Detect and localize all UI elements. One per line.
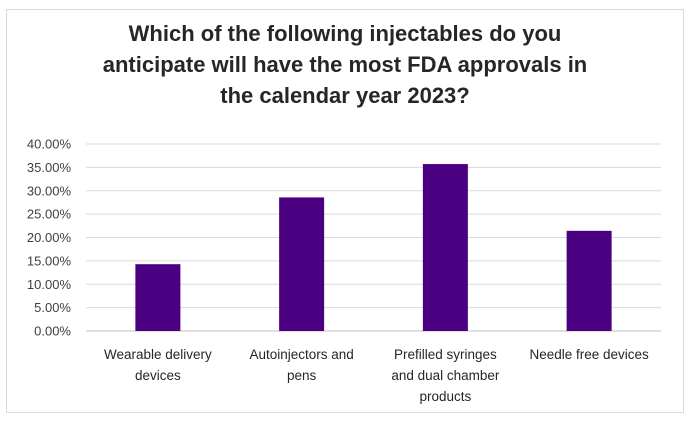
gridlines [86, 143, 661, 332]
x-category-label: Autoinjectors and pens [249, 347, 353, 383]
x-category-label-line: devices [135, 368, 181, 383]
chart-title-line-1: Which of the following injectables do yo… [128, 21, 562, 46]
x-category-label-line: Prefilled syringes [394, 347, 497, 362]
y-tick-label: 10.00% [27, 277, 72, 292]
y-tick-label: 20.00% [27, 230, 72, 245]
y-tick-label: 15.00% [27, 253, 72, 268]
y-tick-label: 5.00% [34, 300, 71, 315]
y-tick-label: 30.00% [27, 183, 72, 198]
bar [422, 164, 468, 331]
x-category-label-line: Wearable delivery [104, 347, 212, 362]
bar [566, 230, 612, 331]
bar [135, 264, 181, 331]
x-category-label-line: Needle free devices [529, 347, 649, 362]
chart-title: Which of the following injectables do yo… [40, 18, 650, 111]
bar [279, 197, 325, 331]
x-category-label: Needle free devices [529, 347, 649, 362]
x-axis-category-labels: Wearable delivery devices Autoinjectors an… [104, 347, 649, 404]
chart-frame [6, 9, 684, 413]
x-category-label-line: and dual chamber [391, 368, 500, 383]
y-tick-label: 0.00% [34, 324, 71, 339]
x-category-label: Prefilled syringes and dual chamber produc… [391, 347, 500, 404]
chart-title-line-3: the calendar year 2023? [220, 83, 470, 108]
y-tick-label: 35.00% [27, 160, 72, 175]
x-category-label-line: pens [287, 368, 317, 383]
y-tick-label: 40.00% [27, 137, 72, 152]
y-tick-label: 25.00% [27, 207, 72, 222]
chart-title-line-2: anticipate will have the most FDA approv… [102, 52, 588, 77]
x-category-label: Wearable delivery devices [104, 347, 212, 383]
bars [135, 164, 612, 331]
x-category-label-line: products [419, 389, 471, 404]
x-category-label-line: Autoinjectors and [249, 347, 353, 362]
y-axis-tick-labels: 0.00% 5.00% 10.00% 15.00% 20.00% 25.00% 30.00%… [27, 137, 72, 339]
